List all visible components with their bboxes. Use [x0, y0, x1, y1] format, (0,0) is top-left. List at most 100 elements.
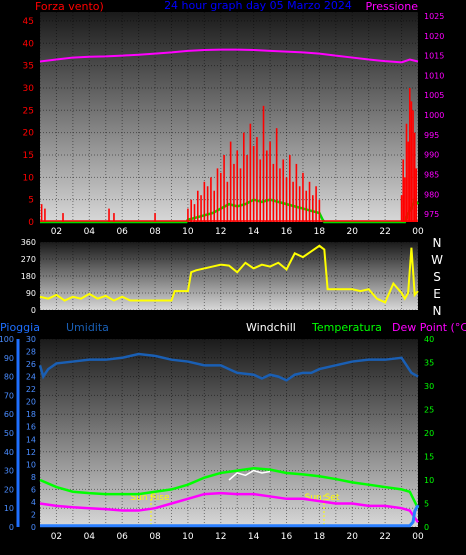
sunset-label: Sun Set — [305, 493, 340, 503]
pressure-y-tick-label: 980 — [424, 190, 439, 199]
wind-y-tick-label: 10 — [23, 173, 35, 183]
wind-pressure-x-tick-label: 12 — [215, 227, 226, 237]
dewpoint-series-line — [39, 491, 420, 524]
wind-pressure-x-tick-label: 02 — [51, 227, 62, 237]
rain-y-tick-label: 26 — [26, 360, 36, 369]
rain-y-tick-label: 22 — [26, 385, 36, 394]
humidity-y-tick-label: 100 — [0, 335, 14, 344]
temp-humidity-x-tick-label: 06 — [116, 532, 128, 542]
pressure-y-tick-label: 990 — [424, 151, 439, 160]
temp-humidity-x-tick-label: 16 — [281, 532, 293, 542]
direction-y-tick-label: 360 — [21, 238, 36, 247]
wind-y-tick-label: 35 — [23, 62, 34, 72]
wind-y-tick-label: 5 — [28, 196, 34, 206]
wind-y-tick-label: 40 — [23, 39, 35, 49]
rain-y-tick-label: 4 — [31, 498, 36, 507]
direction-compass-label: N — [433, 304, 442, 318]
temp-humidity-x-tick-label: 04 — [84, 532, 96, 542]
pressure-y-tick-label: 1010 — [424, 71, 444, 80]
pressure-series-line — [39, 48, 419, 64]
direction-plot-area — [40, 242, 418, 310]
chart-title: 24 hour graph day 05 Marzo 2024 — [164, 0, 352, 12]
pressure-y-tick-label: 1020 — [424, 32, 444, 41]
temp-humidity-x-tick-label: 12 — [215, 532, 226, 542]
temperature-y-tick-label: 5 — [424, 500, 429, 509]
wind-pressure-x-tick-label: 14 — [248, 227, 260, 237]
pressure-y-tick-label: 1000 — [424, 111, 444, 120]
humidity-y-tick-label: 90 — [4, 354, 14, 363]
wind_avg-series-line — [40, 197, 420, 224]
legend-umidita: Umidita — [66, 321, 109, 334]
pressure-axis-title: Pressione — [366, 0, 419, 13]
direction-compass-label: E — [433, 287, 441, 301]
rain-y-tick-label: 10 — [26, 460, 36, 469]
temperature-series-line — [39, 466, 420, 509]
humidity-y-tick-label: 40 — [4, 448, 14, 457]
temp-humidity-x-tick-label: 02 — [51, 532, 62, 542]
sunrise-label: Sun Rise — [131, 493, 170, 503]
wind-y-tick-label: 15 — [23, 151, 34, 161]
wind-pressure-x-tick-label: 22 — [379, 227, 390, 237]
temperature-y-tick-label: 25 — [424, 406, 434, 415]
wind-y-tick-label: 20 — [23, 129, 35, 139]
wind-pressure-x-tick-label: 08 — [149, 227, 161, 237]
pressure-y-tick-label: 975 — [424, 210, 439, 219]
wind-pressure-x-tick-label: 04 — [84, 227, 96, 237]
wind-y-tick-label: 30 — [23, 84, 35, 94]
temperature-y-tick-label: 35 — [424, 359, 434, 368]
temp-humidity-x-tick-label: 00 — [412, 532, 424, 542]
rain-series-line — [40, 504, 420, 528]
legend-temperatura: Temperatura — [311, 321, 382, 334]
direction-y-tick-label: 270 — [21, 255, 36, 264]
temperature-y-tick-label: 40 — [424, 335, 434, 344]
pressure-y-tick-label: 1015 — [424, 52, 444, 61]
wind-y-tick-label: 45 — [23, 17, 34, 27]
temperature-y-tick-label: 15 — [424, 453, 434, 462]
pressure-y-tick-label: 995 — [424, 131, 439, 140]
wind-pressure-x-tick-label: 00 — [412, 227, 424, 237]
wind-pressure-plot-area — [40, 12, 418, 222]
legend-dew-point: Dew Point (°C) — [392, 321, 466, 334]
temp-humidity-x-tick-label: 10 — [182, 532, 194, 542]
direction-compass-label: W — [431, 253, 443, 267]
wind-pressure-x-tick-label: 18 — [314, 227, 326, 237]
humidity-y-tick-label: 0 — [9, 523, 14, 532]
legend-windchill: Windchill — [246, 321, 296, 334]
temp-humidity-x-tick-label: 22 — [379, 532, 390, 542]
direction-series-line — [39, 244, 419, 304]
humidity-y-tick-label: 10 — [4, 504, 14, 513]
humidity-y-tick-label: 20 — [4, 485, 14, 494]
temp-humidity-x-tick-label: 18 — [314, 532, 326, 542]
humidity-y-tick-label: 60 — [4, 410, 14, 419]
direction-y-tick-label: 0 — [31, 306, 36, 315]
legend-pioggia: Pioggia — [0, 321, 40, 334]
windchill-series-line — [228, 469, 271, 481]
rain-y-tick-label: 18 — [26, 410, 36, 419]
rain-y-tick-label: 24 — [26, 373, 36, 382]
rain-y-tick-label: 14 — [26, 435, 36, 444]
temp-humidity-x-tick-label: 14 — [248, 532, 260, 542]
direction-compass-label: S — [433, 270, 441, 284]
rain-y-tick-label: 8 — [31, 473, 36, 482]
rain-y-tick-label: 12 — [26, 448, 36, 457]
pressure-y-tick-label: 1025 — [424, 12, 444, 21]
humidity-series-line — [38, 352, 419, 382]
wind-pressure-x-tick-label: 16 — [281, 227, 293, 237]
temp-humidity-x-tick-label: 08 — [149, 532, 161, 542]
rain-y-tick-label: 16 — [26, 423, 36, 432]
rain-y-tick-label: 6 — [31, 485, 36, 494]
direction-y-tick-label: 90 — [26, 289, 36, 298]
temperature-y-tick-label: 20 — [424, 429, 434, 438]
direction-y-tick-label: 180 — [21, 272, 36, 281]
temperature-y-tick-label: 0 — [424, 523, 429, 532]
rain-y-tick-label: 28 — [26, 348, 36, 357]
humidity-y-tick-label: 70 — [4, 391, 14, 400]
wind-y-tick-label: 25 — [23, 106, 34, 116]
rain-y-tick-label: 2 — [31, 510, 36, 519]
pressure-y-tick-label: 1005 — [424, 91, 444, 100]
humidity-y-tick-label: 30 — [4, 467, 14, 476]
humidity-y-tick-label: 80 — [4, 373, 14, 382]
wind-pressure-x-tick-label: 20 — [347, 227, 359, 237]
